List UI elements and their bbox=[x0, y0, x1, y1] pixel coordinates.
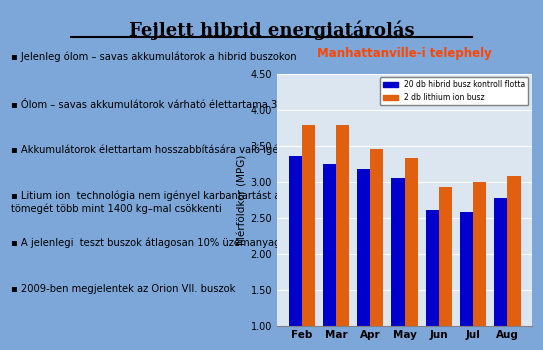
Legend: 20 db hibrid busz kontroll flotta, 2 db lithium ion busz: 20 db hibrid busz kontroll flotta, 2 db … bbox=[380, 77, 528, 105]
Bar bbox=[336, 125, 349, 350]
Y-axis label: Mérföldkor (MPG): Mérföldkor (MPG) bbox=[238, 154, 248, 245]
Bar bbox=[405, 158, 418, 350]
Bar bbox=[357, 169, 370, 350]
Bar bbox=[439, 187, 452, 350]
Bar bbox=[288, 156, 301, 350]
Text: ▪ 2009-ben megjelentek az Orion VII. buszok: ▪ 2009-ben megjelentek az Orion VII. bus… bbox=[10, 284, 235, 294]
Bar bbox=[392, 178, 405, 350]
Bar bbox=[473, 182, 486, 350]
Bar bbox=[323, 163, 336, 350]
Text: ▪ Akkumulátorok élettartam hosszabbítására való igény: ▪ Akkumulátorok élettartam hosszabbításá… bbox=[10, 144, 291, 155]
Bar bbox=[426, 210, 439, 350]
Text: Fejlett hibrid energiatárolás: Fejlett hibrid energiatárolás bbox=[129, 21, 414, 41]
Text: ▪ Litium ion  technológia nem igényel karbantartást a várható 6 éves élettartama: ▪ Litium ion technológia nem igényel kar… bbox=[10, 191, 498, 214]
Bar bbox=[301, 125, 314, 350]
Text: Manhattanville-i telephely: Manhattanville-i telephely bbox=[317, 47, 492, 60]
Text: ▪ Jelenleg ólom – savas akkumulátorok a hibrid buszokon: ▪ Jelenleg ólom – savas akkumulátorok a … bbox=[10, 51, 296, 62]
Bar bbox=[370, 149, 383, 350]
Text: ▪ A jelenlegi  teszt buszok átlagosan 10% üzemanyag javulást mutattak (lásd a di: ▪ A jelenlegi teszt buszok átlagosan 10%… bbox=[10, 238, 466, 248]
Bar bbox=[508, 176, 521, 350]
Bar bbox=[495, 198, 508, 350]
Text: ▪ Ólom – savas akkumulátorok várható élettartama 3-4év, és szükséges időszakonké: ▪ Ólom – savas akkumulátorok várható éle… bbox=[10, 98, 515, 110]
Bar bbox=[460, 212, 473, 350]
